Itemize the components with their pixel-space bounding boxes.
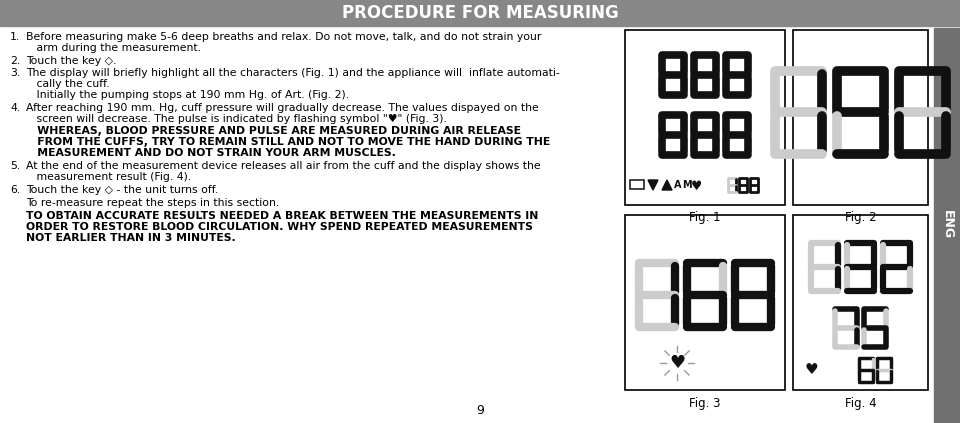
- Bar: [0, 0, 960, 26]
- Bar: [793, 30, 928, 205]
- Text: Touch the key ◇.: Touch the key ◇.: [26, 56, 116, 66]
- Text: ENG: ENG: [941, 210, 953, 239]
- Text: To re-measure repeat the steps in this section.: To re-measure repeat the steps in this s…: [26, 198, 279, 208]
- Text: 9: 9: [476, 404, 484, 417]
- Text: cally the cuff.: cally the cuff.: [26, 79, 109, 89]
- Text: TO OBTAIN ACCURATE RESULTS NEEDED A BREAK BETWEEN THE MEASUREMENTS IN: TO OBTAIN ACCURATE RESULTS NEEDED A BREA…: [26, 211, 539, 221]
- Text: NOT EARLIER THAN IN 3 MINUTES.: NOT EARLIER THAN IN 3 MINUTES.: [26, 233, 236, 243]
- Bar: [793, 215, 928, 390]
- Text: ♥: ♥: [804, 363, 818, 377]
- Polygon shape: [662, 180, 672, 190]
- Text: 5.: 5.: [10, 161, 20, 171]
- Text: PROCEDURE FOR MEASURING: PROCEDURE FOR MEASURING: [342, 4, 618, 22]
- Text: The display will briefly highlight all the characters (Fig. 1) and the appliance: The display will briefly highlight all t…: [26, 68, 560, 78]
- Text: After reaching 190 mm. Hg, cuff pressure will gradually decrease. The values dis: After reaching 190 mm. Hg, cuff pressure…: [26, 103, 539, 113]
- Text: Fig. 3: Fig. 3: [689, 396, 721, 409]
- Text: M: M: [683, 180, 692, 190]
- Text: 2.: 2.: [10, 56, 20, 66]
- Text: ♥: ♥: [691, 179, 703, 192]
- Text: A: A: [674, 180, 682, 190]
- Text: Fig. 1: Fig. 1: [689, 212, 721, 225]
- Text: 4.: 4.: [10, 103, 20, 113]
- Text: Touch the key ◇ - the unit turns off.: Touch the key ◇ - the unit turns off.: [26, 185, 218, 195]
- Text: Before measuring make 5-6 deep breaths and relax. Do not move, talk, and do not : Before measuring make 5-6 deep breaths a…: [26, 32, 541, 42]
- Text: 3.: 3.: [10, 68, 20, 78]
- Text: Fig. 4: Fig. 4: [845, 396, 876, 409]
- Text: measurement result (Fig. 4).: measurement result (Fig. 4).: [26, 172, 191, 182]
- Text: ORDER TO RESTORE BLOOD CIRCULATION. WHY SPEND REPEATED MEASUREMENTS: ORDER TO RESTORE BLOOD CIRCULATION. WHY …: [26, 222, 533, 232]
- Text: arm during the measurement.: arm during the measurement.: [26, 43, 201, 53]
- Text: FROM THE CUFFS, TRY TO REMAIN STILL AND NOT TO MOVE THE HAND DURING THE: FROM THE CUFFS, TRY TO REMAIN STILL AND …: [26, 137, 550, 147]
- Text: Fig. 2: Fig. 2: [845, 212, 876, 225]
- Text: At the end of the measurement device releases all air from the cuff and the disp: At the end of the measurement device rel…: [26, 161, 540, 171]
- Text: WHEREAS, BLOOD PRESSURE AND PULSE ARE MEASURED DURING AIR RELEASE: WHEREAS, BLOOD PRESSURE AND PULSE ARE ME…: [26, 126, 521, 136]
- Bar: [630, 180, 644, 189]
- Text: screen will decrease. The pulse is indicated by flashing symbol "♥" (Fig. 3).: screen will decrease. The pulse is indic…: [26, 114, 446, 124]
- Polygon shape: [648, 180, 658, 190]
- Text: ♥: ♥: [669, 354, 685, 372]
- Text: 1.: 1.: [10, 32, 20, 42]
- Bar: [934, 28, 960, 423]
- Bar: [625, 215, 785, 390]
- Text: 6.: 6.: [10, 185, 20, 195]
- Text: Initially the pumping stops at 190 mm Hg. of Art. (Fig. 2).: Initially the pumping stops at 190 mm Hg…: [26, 90, 349, 100]
- Bar: [625, 30, 785, 205]
- Text: MEASUREMENT AND DO NOT STRAIN YOUR ARM MUSCLES.: MEASUREMENT AND DO NOT STRAIN YOUR ARM M…: [26, 148, 396, 158]
